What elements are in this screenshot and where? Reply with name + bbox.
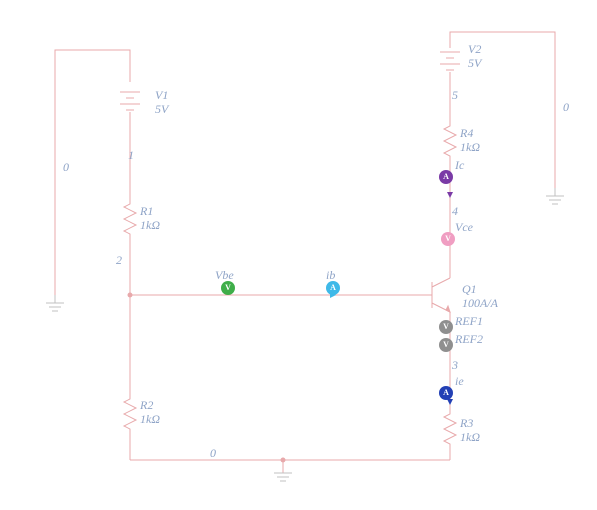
v2-source — [440, 52, 460, 70]
node-5: 5 — [452, 88, 458, 103]
ground-center — [274, 473, 292, 481]
node-0-left: 0 — [63, 160, 69, 175]
v1-name: V1 — [155, 88, 168, 103]
ie-probe[interactable]: A — [439, 386, 453, 400]
vce-label: Vce — [455, 220, 473, 235]
node-0-right: 0 — [563, 100, 569, 115]
v1-source — [120, 92, 140, 110]
r2-resistor — [124, 395, 136, 433]
v1-value: 5V — [155, 102, 168, 117]
ib-probe[interactable]: A — [326, 281, 340, 295]
ref2-label: REF2 — [455, 332, 483, 347]
v2-value: 5V — [468, 56, 481, 71]
node-0-center: 0 — [210, 446, 216, 461]
r4-name: R4 — [460, 126, 473, 141]
q1-value: 100A/A — [462, 296, 498, 311]
v2-name: V2 — [468, 42, 481, 57]
q1-name: Q1 — [462, 282, 477, 297]
ie-label: ie — [455, 374, 464, 389]
r1-name: R1 — [140, 204, 153, 219]
r1-value: 1kΩ — [140, 218, 160, 233]
node-3: 3 — [452, 358, 458, 373]
r4-resistor — [444, 122, 456, 160]
circuit-canvas — [0, 0, 597, 510]
q1-transistor — [432, 278, 450, 312]
ie-arrow — [447, 399, 453, 405]
ref1-probe[interactable]: V — [439, 320, 453, 334]
node-2: 2 — [116, 253, 122, 268]
r3-resistor — [444, 410, 456, 448]
ground-left — [46, 295, 64, 311]
vbe-probe[interactable]: V — [221, 281, 235, 295]
ground-right — [546, 188, 564, 204]
r1-resistor — [124, 200, 136, 238]
ic-label: Ic — [455, 158, 464, 173]
r4-value: 1kΩ — [460, 140, 480, 155]
ic-probe[interactable]: A — [439, 170, 453, 184]
ic-arrow — [447, 192, 453, 198]
vce-probe[interactable]: V — [441, 232, 455, 246]
r3-value: 1kΩ — [460, 430, 480, 445]
ref2-probe[interactable]: V — [439, 338, 453, 352]
node-4: 4 — [452, 204, 458, 219]
r3-name: R3 — [460, 416, 473, 431]
node-1: 1 — [128, 148, 134, 163]
ref1-label: REF1 — [455, 314, 483, 329]
r2-value: 1kΩ — [140, 412, 160, 427]
r2-name: R2 — [140, 398, 153, 413]
